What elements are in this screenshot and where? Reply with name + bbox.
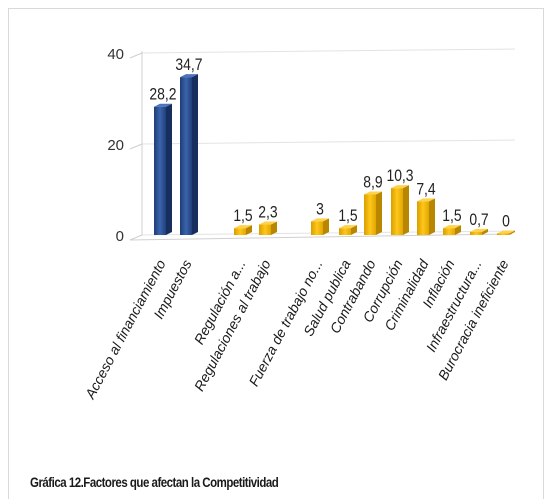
value-label: 0,7 — [469, 211, 488, 230]
chart-caption: Gráfica 12.Factores que afectan la Compe… — [30, 474, 279, 490]
value-label: 1,5 — [442, 207, 461, 226]
value-label: 2,3 — [258, 203, 277, 222]
bar-regulaciones-al-trabajo — [259, 221, 277, 235]
bar-fuerza-de-trabajo-no — [311, 218, 329, 235]
bar-corrupcion — [391, 185, 409, 235]
bar-infraestructura — [470, 228, 488, 235]
x-tick-label: Acceso al financiamiento — [81, 257, 168, 402]
bar-salud-publica — [339, 225, 357, 235]
bar-burocracia-ineficiente — [497, 230, 515, 235]
bar-impuestos — [180, 74, 198, 236]
chart-frame — [8, 8, 544, 499]
value-label: 3 — [316, 200, 324, 219]
value-label: 34,7 — [175, 56, 202, 75]
value-label: 0 — [502, 212, 510, 231]
gridline-floor — [129, 143, 143, 150]
gridline — [141, 139, 516, 145]
value-label: 28,2 — [149, 85, 176, 104]
bar-criminalidad — [417, 198, 435, 235]
gridline-floor — [129, 234, 143, 241]
y-tick-label: 40 — [107, 46, 124, 63]
y-tick-label: 20 — [107, 137, 124, 154]
bar-inflacion — [443, 225, 461, 235]
gridline-floor — [129, 52, 143, 59]
bar-acceso-al-financiamiento — [154, 103, 172, 235]
y-tick-label: 0 — [116, 228, 124, 245]
gridline — [141, 48, 516, 54]
value-label: 8,9 — [363, 173, 382, 192]
bar-regulacion-a — [234, 225, 252, 235]
value-label: 10,3 — [386, 167, 413, 186]
value-label: 1,5 — [338, 207, 357, 226]
bar-contrabando — [364, 191, 382, 235]
value-label: 7,4 — [416, 180, 436, 199]
value-label: 1,5 — [233, 207, 252, 226]
